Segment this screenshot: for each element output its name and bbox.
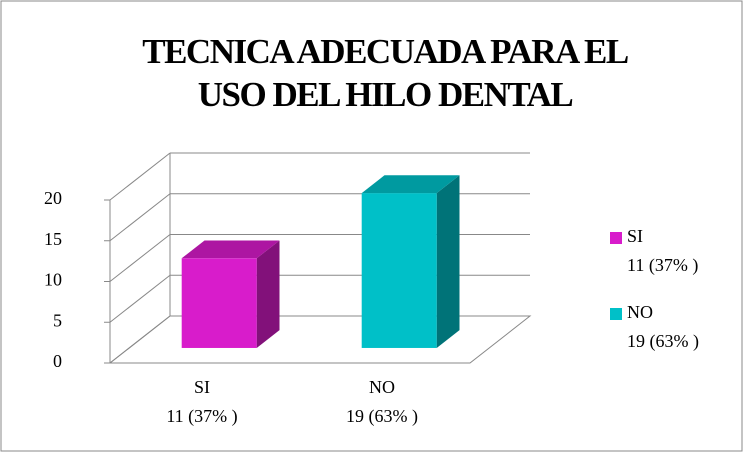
bar-top: [361, 175, 460, 194]
legend-label: NO: [627, 302, 653, 322]
chart-title: TECNICA ADECUADA PARA EL: [142, 32, 628, 71]
legend-swatch: [610, 232, 622, 244]
x-tick-label: NO: [369, 377, 395, 397]
y-tick-label: 10: [44, 270, 62, 290]
x-tick-sublabel: 19 (63% ): [346, 406, 418, 427]
grid-line: [109, 274, 171, 323]
bar: [181, 258, 257, 348]
grid-line: [109, 315, 171, 364]
bar-top: [181, 240, 280, 259]
legend-sublabel: 19 (63% ): [627, 331, 699, 352]
bar: [361, 193, 437, 348]
y-tick-label: 0: [53, 351, 62, 371]
legend-sublabel: 11 (37% ): [627, 255, 698, 276]
legend-swatch: [610, 308, 622, 320]
grid-line: [109, 234, 171, 282]
chart-title: USO DEL HILO DENTAL: [198, 75, 573, 114]
y-tick-label: 15: [44, 229, 62, 249]
y-tick-label: 20: [44, 188, 62, 208]
grid-line: [109, 152, 171, 201]
bar-side: [436, 175, 460, 348]
x-tick-sublabel: 11 (37% ): [166, 406, 237, 427]
grid-line: [109, 193, 171, 242]
x-tick-label: SI: [194, 377, 210, 397]
legend-label: SI: [627, 226, 643, 246]
y-tick-label: 5: [53, 310, 62, 330]
bar-side: [256, 240, 280, 348]
